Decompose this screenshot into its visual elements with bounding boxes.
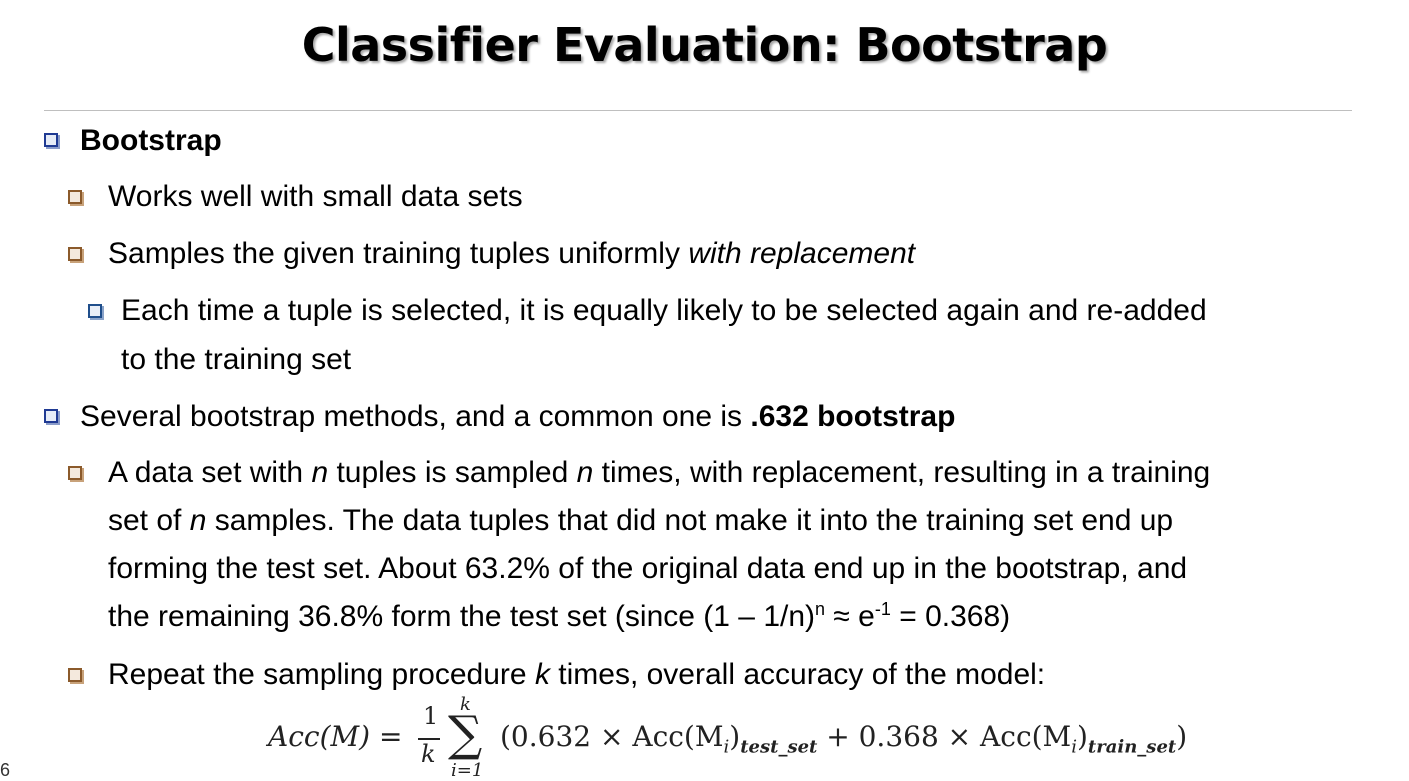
formula-sub-test: test_set	[740, 736, 818, 758]
formula-body-c: + 0.368 × Acc(M	[817, 720, 1072, 753]
with-replacement-emphasis: with replacement	[688, 237, 916, 270]
bullet-square-icon	[88, 304, 102, 318]
formula-sum-top: k	[460, 694, 471, 715]
formula-sum-bottom: i=1	[451, 760, 484, 781]
sigma-icon: ∑	[448, 706, 483, 762]
dataset-l4-c: = 0.368)	[890, 600, 1011, 633]
formula-body: (0.632 × Acc(Mi)test_set + 0.368 × Acc(M…	[500, 720, 1187, 758]
bullet-several-methods: Several bootstrap methods, and a common …	[80, 393, 955, 441]
dataset-l2-a: set of	[108, 504, 190, 537]
bullet-dataset-line2: set of n samples. The data tuples that d…	[108, 497, 1173, 545]
bullet-samples-text: Samples the given training tuples unifor…	[108, 237, 689, 270]
bullet-dataset-line4: the remaining 36.8% form the test set (s…	[108, 593, 1010, 641]
title-divider	[44, 110, 1352, 111]
dataset-l4-a: the remaining 36.8% form the test set (s…	[108, 600, 816, 633]
632-bootstrap-emphasis: .632 bootstrap	[750, 400, 956, 433]
bullet-square-icon	[68, 247, 82, 261]
bullet-dataset-line3: forming the test set. About 63.2% of the…	[108, 552, 1188, 585]
dataset-l4-sup-minus1: -1	[874, 599, 891, 619]
bullet-each-time-line1: Each time a tuple is selected, it is equ…	[121, 294, 1207, 327]
slide-number: 6	[0, 760, 11, 780]
dataset-l2-b: samples. The data tuples that did not ma…	[206, 504, 1174, 537]
bullet-samples-uniformly: Samples the given training tuples unifor…	[108, 230, 915, 278]
repeat-a: Repeat the sampling procedure	[108, 658, 535, 691]
bullet-bootstrap: Bootstrap	[80, 124, 222, 157]
formula-sub-i2: i	[1071, 736, 1077, 758]
repeat-k: k	[534, 658, 550, 691]
repeat-b: times, overall accuracy of the model:	[549, 658, 1046, 691]
dataset-l2-n: n	[189, 504, 207, 537]
dataset-l4-sup-n: n	[815, 599, 826, 619]
formula-body-b: )	[729, 720, 741, 753]
bullet-repeat-sampling: Repeat the sampling procedure k times, o…	[108, 651, 1045, 699]
bullet-each-time-line2: to the training set	[121, 343, 352, 376]
bullet-dataset-line1: A data set with n tuples is sampled n ti…	[108, 449, 1210, 497]
bullet-square-icon	[44, 409, 58, 423]
dataset-l1-n1: n	[311, 456, 329, 489]
formula-frac-num: 1	[423, 702, 439, 730]
dataset-l1-b: tuples is sampled	[328, 456, 577, 489]
slide-title: Classifier Evaluation: Bootstrap	[301, 18, 1108, 72]
several-methods-text: Several bootstrap methods, and a common …	[80, 400, 751, 433]
bullet-square-icon	[68, 668, 82, 682]
bullet-square-icon	[44, 133, 58, 147]
accuracy-formula: Acc(M) = 1 k k ∑ i=1 (0.632 × Acc(Mi)tes…	[268, 694, 1208, 781]
formula-lhs: Acc(M) =	[268, 720, 403, 753]
formula-body-d: )	[1076, 720, 1088, 753]
formula-frac-bar	[418, 738, 440, 740]
dataset-l1-n2: n	[576, 456, 594, 489]
bullet-small-data-sets: Works well with small data sets	[108, 180, 523, 213]
bullet-square-icon	[68, 190, 82, 204]
formula-frac-den: k	[421, 740, 436, 768]
formula-body-a: (0.632 × Acc(M	[500, 720, 724, 753]
formula-sub-i1: i	[723, 736, 730, 758]
formula-sub-train: train_set	[1087, 736, 1177, 758]
dataset-l4-b: ≈ e	[825, 600, 875, 633]
formula-body-e: )	[1176, 720, 1188, 753]
dataset-l1-a: A data set with	[108, 456, 312, 489]
dataset-l1-c: times, with replacement, resulting in a …	[593, 456, 1211, 489]
bullet-square-icon	[68, 466, 82, 480]
